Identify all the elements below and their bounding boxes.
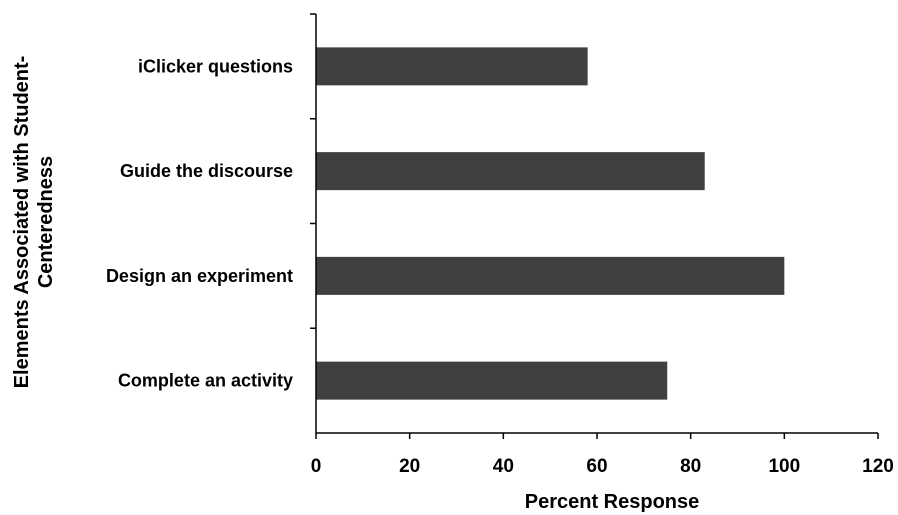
x-tick-label: 80: [680, 456, 701, 477]
x-tick-label: 120: [862, 456, 894, 477]
y-axis-title: Elements Associated with Student- Center…: [11, 56, 57, 389]
bar-design-an-experiment: [316, 256, 785, 295]
x-ticks: 0 20 40 60 80 100 120: [311, 433, 894, 477]
x-tick-label: 20: [399, 456, 420, 477]
bar-iclicker-questions: [316, 47, 588, 86]
category-label: Design an experiment: [106, 266, 293, 286]
x-tick-label: 100: [768, 456, 800, 477]
bar-complete-an-activity: [316, 361, 668, 400]
category-label: Complete an activity: [118, 371, 293, 391]
category-label: Guide the discourse: [120, 161, 293, 181]
x-tick-label: 40: [493, 456, 514, 477]
x-axis-title: Percent Response: [525, 491, 700, 513]
bar-guide-the-discourse: [316, 152, 705, 191]
x-tick-label: 60: [586, 456, 607, 477]
y-axis-title-line-2: Centeredness: [35, 156, 57, 288]
x-tick-label: 0: [311, 456, 322, 477]
y-axis-title-line-1: Elements Associated with Student-: [11, 56, 33, 389]
bars: [316, 47, 785, 400]
category-labels: iClicker questions Guide the discourse Des…: [106, 13, 316, 391]
category-label: iClicker questions: [138, 56, 293, 76]
